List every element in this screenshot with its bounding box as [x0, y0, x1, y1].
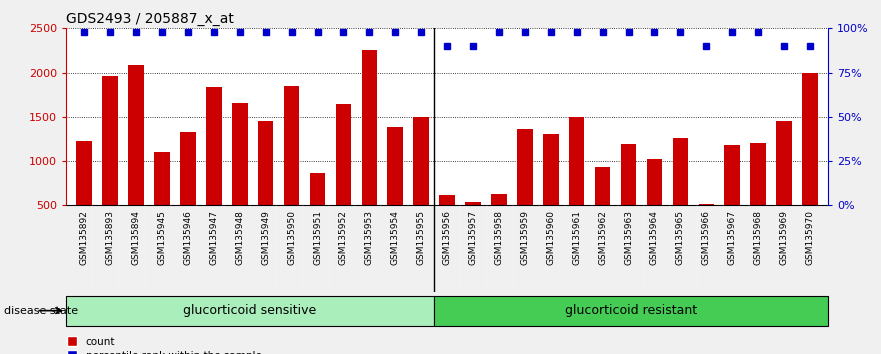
Text: GSM135893: GSM135893	[106, 210, 115, 265]
Bar	[440, 195, 455, 250]
Text: GSM135945: GSM135945	[158, 210, 167, 264]
Bar	[66, 296, 434, 326]
Text: GSM135964: GSM135964	[650, 210, 659, 264]
Text: GSM135952: GSM135952	[339, 210, 348, 264]
Text: GSM135953: GSM135953	[365, 210, 374, 265]
Legend: count, percentile rank within the sample: count, percentile rank within the sample	[67, 337, 262, 354]
Bar	[492, 194, 507, 250]
Text: GSM135949: GSM135949	[261, 210, 270, 264]
Bar	[154, 152, 170, 250]
Bar	[569, 117, 584, 250]
Bar	[434, 296, 828, 326]
Text: GSM135956: GSM135956	[442, 210, 452, 265]
Text: GSM135970: GSM135970	[805, 210, 815, 265]
Bar	[284, 86, 300, 250]
Text: GSM135965: GSM135965	[676, 210, 685, 265]
Bar	[180, 132, 196, 250]
Bar	[336, 104, 352, 250]
Text: GSM135960: GSM135960	[546, 210, 555, 265]
Bar	[621, 144, 636, 250]
Bar	[232, 103, 248, 250]
Text: GSM135946: GSM135946	[183, 210, 192, 264]
Bar	[776, 121, 792, 250]
Text: GSM135948: GSM135948	[235, 210, 244, 264]
Bar	[465, 202, 481, 250]
Text: GSM135962: GSM135962	[598, 210, 607, 264]
Bar	[102, 76, 118, 250]
Text: GSM135892: GSM135892	[79, 210, 89, 264]
Text: GSM135894: GSM135894	[131, 210, 141, 264]
Text: GSM135954: GSM135954	[391, 210, 400, 264]
Bar	[517, 129, 533, 250]
Text: GDS2493 / 205887_x_at: GDS2493 / 205887_x_at	[66, 12, 234, 26]
Bar	[129, 65, 144, 250]
Text: GSM135958: GSM135958	[494, 210, 503, 265]
Text: GSM135968: GSM135968	[753, 210, 763, 265]
Text: GSM135950: GSM135950	[287, 210, 296, 265]
Text: glucorticoid sensitive: glucorticoid sensitive	[183, 304, 317, 317]
Bar	[751, 143, 766, 250]
Text: GSM135963: GSM135963	[624, 210, 633, 265]
Text: GSM135969: GSM135969	[780, 210, 788, 265]
Text: GSM135966: GSM135966	[702, 210, 711, 265]
Bar	[699, 205, 714, 250]
Text: GSM135955: GSM135955	[417, 210, 426, 265]
Bar	[413, 117, 429, 250]
Bar	[206, 87, 222, 250]
Text: GSM135951: GSM135951	[313, 210, 322, 265]
Text: GSM135957: GSM135957	[469, 210, 478, 265]
Bar	[310, 172, 325, 250]
Text: glucorticoid resistant: glucorticoid resistant	[565, 304, 697, 317]
Text: GSM135967: GSM135967	[728, 210, 737, 265]
Bar	[672, 138, 688, 250]
Bar	[388, 127, 403, 250]
Text: GSM135959: GSM135959	[521, 210, 529, 265]
Text: GSM135961: GSM135961	[573, 210, 581, 265]
Bar	[543, 134, 559, 250]
Bar	[258, 121, 273, 250]
Bar	[803, 73, 818, 250]
Bar	[724, 145, 740, 250]
Bar	[647, 159, 663, 250]
Text: GSM135947: GSM135947	[210, 210, 218, 264]
Bar	[77, 141, 92, 250]
Text: disease state: disease state	[4, 306, 78, 316]
Bar	[361, 50, 377, 250]
Bar	[595, 167, 611, 250]
